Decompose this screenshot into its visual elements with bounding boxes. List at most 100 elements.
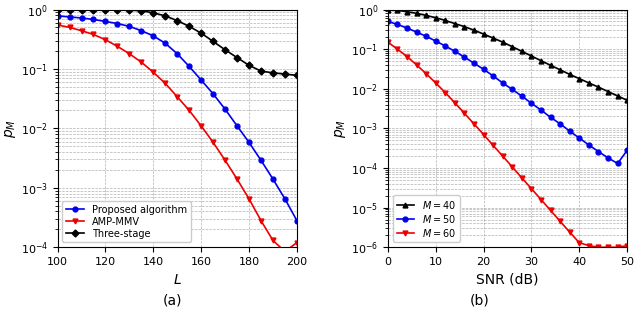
Three-stage <box>209 40 217 43</box>
$M = 40$ <box>566 73 573 76</box>
AMP-MMV <box>209 140 217 144</box>
Three-stage <box>173 19 181 23</box>
Three-stage <box>293 74 301 77</box>
$M = 40$ <box>394 9 401 12</box>
$M = 40$ <box>451 22 459 26</box>
$M = 40$ <box>422 14 430 17</box>
Three-stage <box>102 8 109 11</box>
$M = 60$ <box>527 187 535 191</box>
$M = 50$ <box>422 35 430 38</box>
Proposed algorithm <box>161 42 169 45</box>
Three-stage <box>150 11 157 15</box>
AMP-MMV <box>102 38 109 42</box>
$M = 50$ <box>623 148 631 152</box>
AMP-MMV <box>113 44 121 48</box>
Three-stage <box>54 8 61 11</box>
Text: (b): (b) <box>470 293 490 307</box>
$M = 40$ <box>585 81 593 85</box>
Proposed algorithm <box>150 34 157 38</box>
$M = 50$ <box>575 136 583 140</box>
$M = 60$ <box>575 241 583 245</box>
Line: $M = 40$: $M = 40$ <box>385 7 630 103</box>
AMP-MMV <box>269 239 277 243</box>
Proposed algorithm <box>293 219 301 223</box>
Proposed algorithm <box>138 29 145 33</box>
Three-stage <box>161 14 169 18</box>
AMP-MMV <box>197 124 205 128</box>
$M = 60$ <box>518 176 525 180</box>
$M = 60$ <box>556 219 564 223</box>
$M = 60$ <box>490 144 497 147</box>
$M = 60$ <box>394 47 401 51</box>
$M = 50$ <box>509 87 516 91</box>
Three-stage <box>281 72 289 76</box>
AMP-MMV <box>77 29 85 33</box>
$M = 40$ <box>556 68 564 72</box>
AMP-MMV <box>233 177 241 181</box>
$M = 40$ <box>595 85 602 89</box>
Proposed algorithm <box>66 15 74 19</box>
AMP-MMV <box>138 60 145 64</box>
$M = 50$ <box>442 44 449 48</box>
AMP-MMV <box>150 70 157 74</box>
$M = 50$ <box>556 122 564 126</box>
$M = 40$ <box>470 28 478 32</box>
AMP-MMV <box>257 219 265 223</box>
$M = 60$ <box>566 230 573 234</box>
Three-stage <box>113 8 121 11</box>
$M = 40$ <box>490 36 497 40</box>
Legend: $M = 40$, $M = 50$, $M = 60$: $M = 40$, $M = 50$, $M = 60$ <box>393 195 460 243</box>
$M = 60$ <box>384 40 392 44</box>
$M = 40$ <box>413 11 420 15</box>
$M = 40$ <box>384 8 392 11</box>
$M = 50$ <box>595 150 602 153</box>
$M = 50$ <box>470 61 478 65</box>
$M = 40$ <box>480 32 488 36</box>
Proposed algorithm <box>90 17 97 21</box>
X-axis label: SNR (dB): SNR (dB) <box>476 273 539 287</box>
$M = 50$ <box>384 20 392 23</box>
Three-stage <box>186 24 193 28</box>
Proposed algorithm <box>245 140 253 144</box>
Line: $M = 60$: $M = 60$ <box>385 40 630 250</box>
$M = 60$ <box>509 165 516 169</box>
Proposed algorithm <box>209 92 217 96</box>
$M = 60$ <box>470 122 478 126</box>
Line: Three-stage: Three-stage <box>55 7 300 78</box>
Three-stage <box>125 8 133 12</box>
$M = 60$ <box>604 245 612 249</box>
$M = 40$ <box>432 16 440 20</box>
Three-stage <box>90 8 97 11</box>
$M = 50$ <box>537 108 545 112</box>
Y-axis label: $p_M$: $p_M$ <box>333 119 348 138</box>
$M = 50$ <box>394 23 401 26</box>
$M = 50$ <box>499 81 507 85</box>
$M = 60$ <box>595 245 602 249</box>
$M = 50$ <box>604 156 612 160</box>
$M = 50$ <box>451 49 459 53</box>
$M = 40$ <box>547 63 554 67</box>
X-axis label: $L$: $L$ <box>173 273 182 287</box>
$M = 60$ <box>451 101 459 105</box>
$M = 60$ <box>461 111 468 115</box>
Proposed algorithm <box>113 22 121 25</box>
Proposed algorithm <box>77 16 85 20</box>
$M = 60$ <box>585 244 593 248</box>
Three-stage <box>66 8 74 11</box>
Proposed algorithm <box>269 177 277 181</box>
Three-stage <box>77 8 85 11</box>
$M = 50$ <box>547 115 554 119</box>
$M = 60$ <box>442 91 449 94</box>
$M = 50$ <box>461 55 468 59</box>
$M = 50$ <box>413 30 420 34</box>
$M = 60$ <box>537 197 545 201</box>
$M = 60$ <box>432 81 440 85</box>
AMP-MMV <box>245 197 253 201</box>
$M = 50$ <box>432 39 440 43</box>
Three-stage <box>197 31 205 35</box>
$M = 50$ <box>614 162 621 165</box>
AMP-MMV <box>161 81 169 85</box>
$M = 50$ <box>480 68 488 71</box>
AMP-MMV <box>125 52 133 56</box>
$M = 40$ <box>604 90 612 94</box>
